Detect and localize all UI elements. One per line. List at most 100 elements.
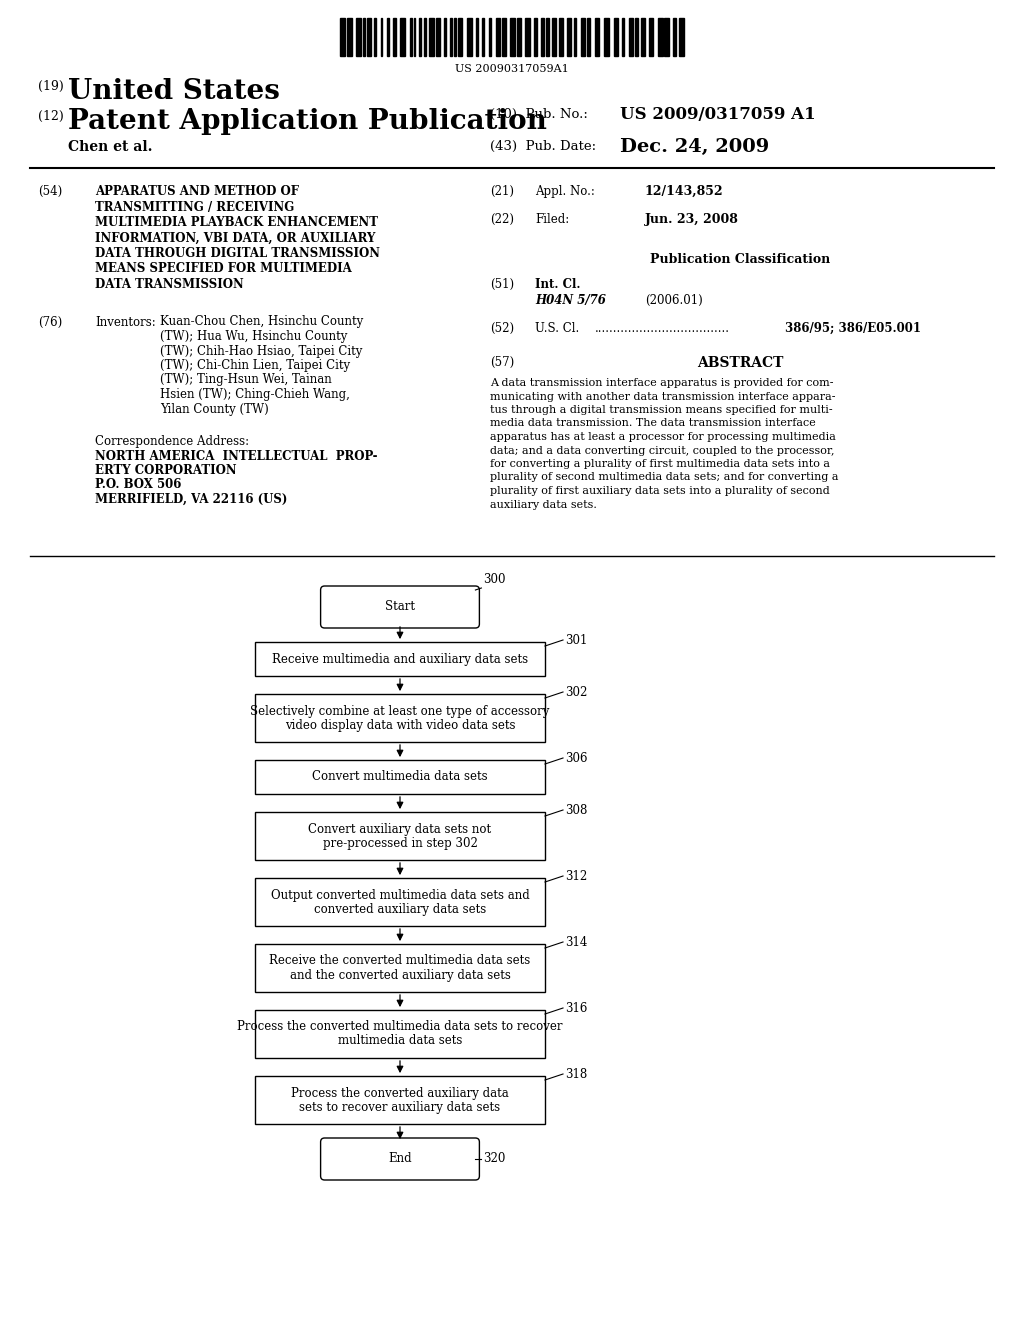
Text: 318: 318: [565, 1068, 587, 1081]
Text: (19): (19): [38, 81, 63, 92]
Bar: [559, 18, 562, 55]
Text: MERRIFIELD, VA 22116 (US): MERRIFIELD, VA 22116 (US): [95, 492, 288, 506]
Bar: [629, 18, 633, 55]
Text: (57): (57): [490, 356, 514, 370]
Bar: [458, 18, 463, 55]
Text: apparatus has at least a processor for processing multimedia: apparatus has at least a processor for p…: [490, 432, 836, 442]
Text: 314: 314: [565, 936, 588, 949]
Text: 12/143,852: 12/143,852: [645, 185, 724, 198]
Text: 308: 308: [565, 804, 588, 817]
Bar: [255, 642, 545, 676]
Text: ....................................: ....................................: [595, 322, 730, 335]
Bar: [552, 18, 556, 55]
Text: Yilan County (TW): Yilan County (TW): [160, 403, 268, 416]
Bar: [355, 18, 360, 55]
Bar: [525, 18, 530, 55]
Text: plurality of first auxiliary data sets into a plurality of second: plurality of first auxiliary data sets i…: [490, 486, 829, 496]
Bar: [648, 18, 652, 55]
Text: U.S. Cl.: U.S. Cl.: [535, 322, 580, 335]
Text: Process the converted multimedia data sets to recover: Process the converted multimedia data se…: [238, 1020, 563, 1034]
Bar: [674, 18, 676, 55]
Text: 316: 316: [565, 1002, 588, 1015]
Bar: [467, 18, 472, 55]
Bar: [502, 18, 506, 55]
Text: plurality of second multimedia data sets; and for converting a: plurality of second multimedia data sets…: [490, 473, 839, 483]
Text: (76): (76): [38, 315, 62, 329]
Text: 300: 300: [483, 573, 506, 586]
Bar: [387, 18, 389, 55]
Bar: [641, 18, 645, 55]
Text: pre-processed in step 302: pre-processed in step 302: [323, 837, 477, 850]
Text: Filed:: Filed:: [535, 213, 569, 226]
Text: (43)  Pub. Date:: (43) Pub. Date:: [490, 140, 596, 153]
Text: multimedia data sets: multimedia data sets: [338, 1035, 462, 1048]
Bar: [546, 18, 549, 55]
Bar: [604, 18, 609, 55]
Text: Convert auxiliary data sets not: Convert auxiliary data sets not: [308, 822, 492, 836]
Bar: [424, 18, 426, 55]
Text: H04N 5/76: H04N 5/76: [535, 294, 606, 308]
Bar: [255, 760, 545, 795]
Text: (54): (54): [38, 185, 62, 198]
Bar: [364, 18, 365, 55]
Text: and the converted auxiliary data sets: and the converted auxiliary data sets: [290, 969, 510, 982]
Text: Output converted multimedia data sets and: Output converted multimedia data sets an…: [270, 888, 529, 902]
Bar: [414, 18, 416, 55]
Text: APPARATUS AND METHOD OF: APPARATUS AND METHOD OF: [95, 185, 299, 198]
Text: auxiliary data sets.: auxiliary data sets.: [490, 499, 597, 510]
Bar: [541, 18, 544, 55]
Bar: [411, 18, 412, 55]
Text: Start: Start: [385, 601, 415, 614]
Text: (2006.01): (2006.01): [645, 294, 702, 308]
Bar: [381, 18, 382, 55]
Bar: [657, 18, 663, 55]
Bar: [679, 18, 684, 55]
Bar: [574, 18, 575, 55]
Text: US 20090317059A1: US 20090317059A1: [455, 63, 569, 74]
Text: Convert multimedia data sets: Convert multimedia data sets: [312, 771, 487, 784]
Text: ERTY CORPORATION: ERTY CORPORATION: [95, 465, 237, 477]
Text: Publication Classification: Publication Classification: [650, 253, 830, 267]
Text: for converting a plurality of first multimedia data sets into a: for converting a plurality of first mult…: [490, 459, 830, 469]
Text: Receive multimedia and auxiliary data sets: Receive multimedia and auxiliary data se…: [272, 652, 528, 665]
Text: Process the converted auxiliary data: Process the converted auxiliary data: [291, 1086, 509, 1100]
Bar: [255, 944, 545, 993]
Text: P.O. BOX 506: P.O. BOX 506: [95, 479, 181, 491]
Text: Chen et al.: Chen et al.: [68, 140, 153, 154]
Text: Appl. No.:: Appl. No.:: [535, 185, 595, 198]
Bar: [255, 1076, 545, 1125]
Text: MULTIMEDIA PLAYBACK ENHANCEMENT: MULTIMEDIA PLAYBACK ENHANCEMENT: [95, 216, 378, 228]
Text: tus through a digital transmission means specified for multi-: tus through a digital transmission means…: [490, 405, 833, 414]
Text: Dec. 24, 2009: Dec. 24, 2009: [620, 139, 769, 156]
Text: Inventors:: Inventors:: [95, 315, 156, 329]
Bar: [255, 878, 545, 927]
Bar: [476, 18, 478, 55]
Text: Int. Cl.: Int. Cl.: [535, 279, 581, 290]
Bar: [517, 18, 521, 55]
Bar: [347, 18, 351, 55]
FancyBboxPatch shape: [321, 1138, 479, 1180]
Text: INFORMATION, VBI DATA, OR AUXILIARY: INFORMATION, VBI DATA, OR AUXILIARY: [95, 231, 376, 244]
Bar: [255, 1010, 545, 1059]
Text: 306: 306: [565, 751, 588, 764]
Text: US 2009/0317059 A1: US 2009/0317059 A1: [620, 106, 816, 123]
Text: DATA TRANSMISSION: DATA TRANSMISSION: [95, 279, 244, 290]
Text: MEANS SPECIFIED FOR MULTIMEDIA: MEANS SPECIFIED FOR MULTIMEDIA: [95, 263, 352, 276]
Text: (51): (51): [490, 279, 514, 290]
Bar: [340, 18, 345, 55]
Bar: [566, 18, 570, 55]
Text: 302: 302: [565, 685, 588, 698]
Text: United States: United States: [68, 78, 280, 106]
Bar: [482, 18, 484, 55]
Bar: [400, 18, 406, 55]
Text: Selectively combine at least one type of accessory: Selectively combine at least one type of…: [250, 705, 550, 718]
Bar: [623, 18, 624, 55]
Text: (TW); Chi-Chin Lien, Taipei City: (TW); Chi-Chin Lien, Taipei City: [160, 359, 350, 372]
Text: (10)  Pub. No.:: (10) Pub. No.:: [490, 108, 588, 121]
Text: Correspondence Address:: Correspondence Address:: [95, 436, 249, 447]
Bar: [588, 18, 590, 55]
Text: data; and a data converting circuit, coupled to the processor,: data; and a data converting circuit, cou…: [490, 446, 835, 455]
Bar: [255, 694, 545, 742]
Text: TRANSMITTING / RECEIVING: TRANSMITTING / RECEIVING: [95, 201, 294, 214]
Text: A data transmission interface apparatus is provided for com-: A data transmission interface apparatus …: [490, 378, 834, 388]
